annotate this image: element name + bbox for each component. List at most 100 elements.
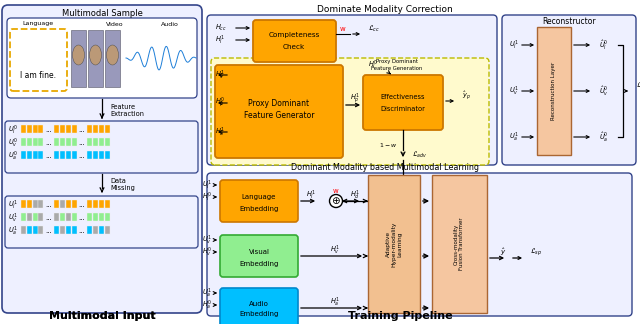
Bar (27, 125, 32, 133)
Bar (105, 226, 110, 234)
Text: $H_l^0$: $H_l^0$ (368, 58, 378, 72)
Bar (99, 226, 104, 234)
Text: $U_v^1$: $U_v^1$ (509, 84, 519, 98)
Bar (27, 226, 32, 234)
Bar (88, 138, 92, 146)
Bar (93, 200, 98, 208)
Text: Proxy Dominant: Proxy Dominant (248, 98, 310, 108)
Bar (54, 138, 60, 146)
Text: $\hat{y}_p$: $\hat{y}_p$ (462, 89, 471, 102)
Bar (72, 226, 77, 234)
Text: I am fine.: I am fine. (20, 71, 56, 79)
Text: Multimodal Input: Multimodal Input (49, 311, 156, 321)
Text: ...: ... (45, 127, 52, 133)
Text: $\hat{U}_v^0$: $\hat{U}_v^0$ (599, 84, 609, 98)
Text: $U_l^1$: $U_l^1$ (202, 178, 212, 192)
Text: $H_d^1$: $H_d^1$ (350, 188, 360, 202)
FancyBboxPatch shape (215, 65, 343, 158)
Text: $\oplus$: $\oplus$ (331, 195, 341, 206)
Text: ...: ... (45, 215, 52, 221)
Text: $H_p^0$: $H_p^0$ (215, 96, 225, 110)
FancyBboxPatch shape (10, 29, 67, 91)
Bar (88, 125, 92, 133)
Bar (60, 125, 65, 133)
Bar (105, 138, 110, 146)
Text: $U_a^1$: $U_a^1$ (509, 130, 519, 144)
Bar (66, 213, 71, 221)
Text: ...: ... (78, 140, 84, 146)
Text: $U_v^1$: $U_v^1$ (202, 233, 212, 247)
Bar (72, 138, 77, 146)
Text: $\mathcal{L}_{cc}$: $\mathcal{L}_{cc}$ (368, 24, 380, 34)
Text: $H_v^0$: $H_v^0$ (202, 245, 212, 259)
Bar (54, 226, 60, 234)
Bar (21, 213, 26, 221)
Bar (66, 125, 71, 133)
Text: Embedding: Embedding (239, 261, 278, 267)
Bar (38, 138, 44, 146)
Text: ...: ... (45, 228, 52, 234)
FancyBboxPatch shape (211, 58, 489, 165)
Text: Missing: Missing (110, 185, 135, 191)
Text: Video: Video (106, 21, 124, 27)
Bar (27, 213, 32, 221)
Bar (54, 213, 60, 221)
Text: Dominant Modality based Multimodal Learning: Dominant Modality based Multimodal Learn… (291, 163, 479, 171)
Bar (60, 138, 65, 146)
Bar (88, 30, 103, 87)
Ellipse shape (72, 45, 84, 65)
Text: ...: ... (78, 153, 84, 159)
Bar (60, 200, 65, 208)
Bar (38, 226, 44, 234)
FancyBboxPatch shape (253, 20, 336, 62)
Bar (38, 213, 44, 221)
Bar (105, 125, 110, 133)
Text: w: w (333, 188, 339, 194)
Bar (368, 175, 420, 313)
Text: $H_l^1$: $H_l^1$ (306, 188, 316, 202)
Text: Adaptive
Hyper-modality
Learning: Adaptive Hyper-modality Learning (386, 221, 403, 267)
FancyBboxPatch shape (2, 5, 202, 313)
Bar (27, 138, 32, 146)
FancyBboxPatch shape (5, 121, 198, 173)
Bar (99, 200, 104, 208)
Bar (38, 125, 44, 133)
Bar (105, 151, 110, 159)
Bar (27, 151, 32, 159)
Bar (88, 151, 92, 159)
Bar (66, 138, 71, 146)
Text: $\mathcal{L}_{adv}$: $\mathcal{L}_{adv}$ (412, 150, 428, 160)
Bar (93, 138, 98, 146)
Bar (105, 30, 120, 87)
Text: $U_l^0$: $U_l^0$ (8, 123, 18, 137)
Text: Proxy Dominant: Proxy Dominant (376, 60, 418, 64)
Bar (93, 151, 98, 159)
Bar (72, 125, 77, 133)
Bar (21, 138, 26, 146)
Text: $U_a^1$: $U_a^1$ (202, 286, 212, 300)
Text: Effectiveness: Effectiveness (381, 94, 425, 100)
Bar (54, 151, 60, 159)
Bar (38, 200, 44, 208)
Text: Visual: Visual (248, 249, 269, 255)
FancyBboxPatch shape (502, 15, 636, 165)
Bar (99, 213, 104, 221)
Bar (60, 226, 65, 234)
Text: Feature Generator: Feature Generator (244, 110, 314, 120)
Text: ...: ... (45, 202, 52, 208)
FancyBboxPatch shape (5, 196, 198, 248)
Bar (33, 138, 38, 146)
Bar (38, 151, 44, 159)
Text: $U_l^1$: $U_l^1$ (509, 38, 519, 52)
Text: $H_a^1$: $H_a^1$ (330, 295, 340, 309)
Text: Data: Data (110, 178, 126, 184)
Text: Extraction: Extraction (110, 111, 144, 117)
Text: Multimodal Input: Multimodal Input (49, 311, 156, 321)
Text: $\hat{U}_l^0$: $\hat{U}_l^0$ (599, 38, 609, 52)
Text: $\mathcal{L}_{rec}$: $\mathcal{L}_{rec}$ (636, 81, 640, 91)
Bar (71, 30, 86, 87)
Text: w: w (340, 26, 346, 32)
Bar (72, 151, 77, 159)
Text: ...: ... (78, 202, 84, 208)
Text: Feature: Feature (110, 104, 135, 110)
